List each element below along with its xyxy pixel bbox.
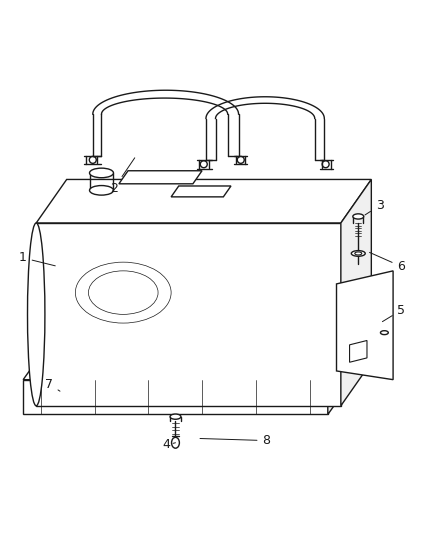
- Ellipse shape: [172, 437, 180, 448]
- Text: 5: 5: [382, 303, 406, 321]
- Text: 8: 8: [200, 434, 271, 447]
- Ellipse shape: [28, 223, 45, 406]
- Ellipse shape: [170, 414, 181, 419]
- Text: 7: 7: [45, 377, 60, 391]
- Ellipse shape: [381, 330, 389, 335]
- Polygon shape: [36, 223, 341, 406]
- Text: 4: 4: [162, 439, 176, 451]
- Ellipse shape: [89, 168, 113, 177]
- Polygon shape: [341, 180, 371, 406]
- Text: 1: 1: [19, 251, 55, 266]
- Polygon shape: [336, 271, 393, 379]
- Ellipse shape: [355, 252, 362, 255]
- Polygon shape: [23, 349, 350, 379]
- Text: 3: 3: [365, 199, 384, 215]
- Text: 6: 6: [370, 253, 405, 273]
- Polygon shape: [23, 379, 328, 415]
- Polygon shape: [328, 349, 350, 415]
- Ellipse shape: [351, 251, 365, 256]
- Polygon shape: [119, 171, 202, 184]
- Polygon shape: [171, 186, 231, 197]
- Ellipse shape: [353, 214, 364, 219]
- Ellipse shape: [89, 185, 113, 195]
- Text: 2: 2: [110, 158, 135, 195]
- Polygon shape: [36, 180, 371, 223]
- Polygon shape: [350, 341, 367, 362]
